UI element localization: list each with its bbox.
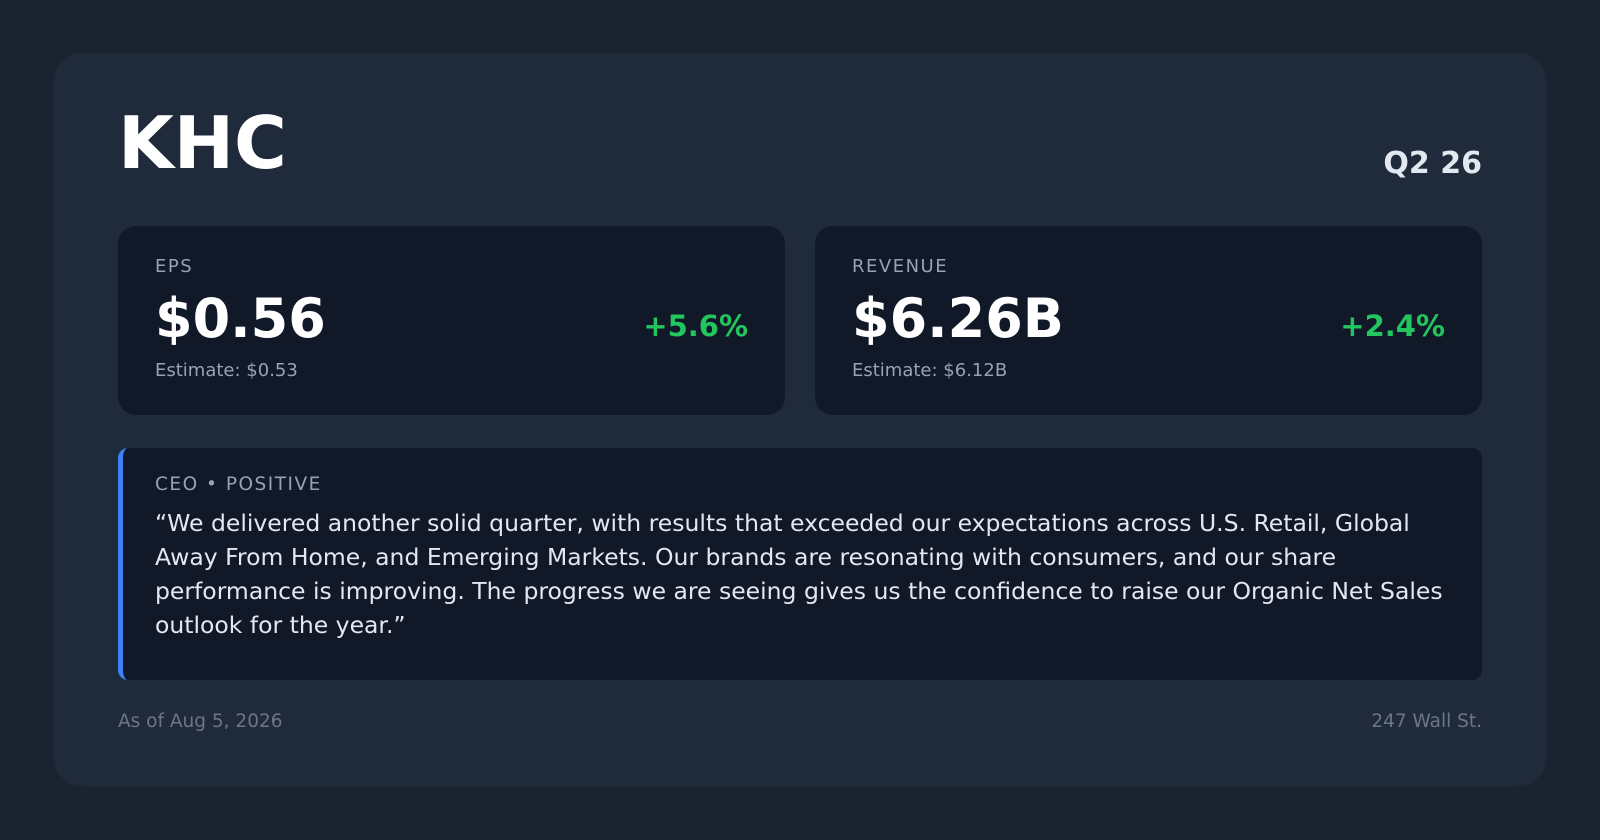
metric-value: $0.56	[155, 287, 326, 350]
metric-estimate: Estimate: $0.53	[155, 360, 298, 381]
metric-value: $6.26B	[852, 287, 1064, 350]
footer-source: 247 Wall St.	[1371, 711, 1482, 732]
period: Q2 26	[1383, 146, 1482, 181]
footer-date: As of Aug 5, 2026	[118, 711, 283, 732]
metric-card: EPS $0.56 +5.6% Estimate: $0.53	[118, 226, 785, 415]
metric-change: +5.6%	[643, 309, 748, 343]
quote-box: CEO • POSITIVE “We delivered another sol…	[118, 448, 1482, 680]
metric-label: EPS	[155, 256, 194, 277]
ticker: KHC	[118, 101, 287, 185]
quote-text: “We delivered another solid quarter, wit…	[155, 509, 1443, 639]
metric-change: +2.4%	[1340, 309, 1445, 343]
metric-label: REVENUE	[852, 256, 949, 277]
metric-card: REVENUE $6.26B +2.4% Estimate: $6.12B	[815, 226, 1482, 415]
earnings-card: KHC Q2 26 EPS $0.56 +5.6% Estimate: $0.5…	[54, 53, 1546, 786]
metric-estimate: Estimate: $6.12B	[852, 360, 1008, 381]
quote-attribution: CEO • POSITIVE	[155, 474, 322, 495]
